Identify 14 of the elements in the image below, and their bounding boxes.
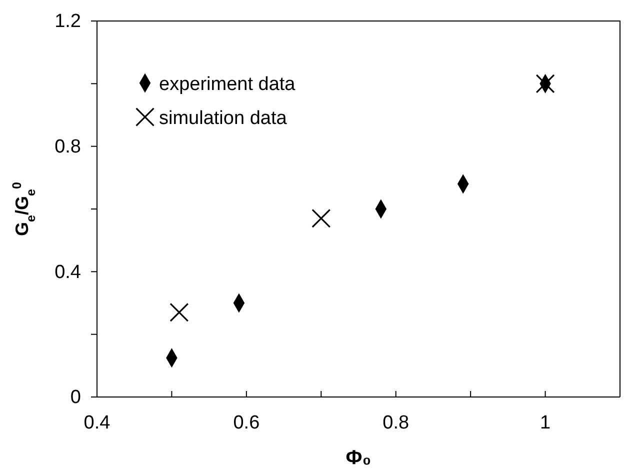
point xyxy=(536,74,555,94)
legend-label: experiment data xyxy=(159,74,296,95)
point xyxy=(312,208,331,228)
y-tick-label: 0.4 xyxy=(54,262,82,283)
legend-label: simulation data xyxy=(159,108,288,129)
x-tick-label: 0.8 xyxy=(382,412,410,434)
y-tick-label: 0.8 xyxy=(54,136,81,158)
x-axis-title: Φ₀ xyxy=(346,447,372,469)
x-tick-label: 0.4 xyxy=(84,412,111,434)
y-tick-label: 1.2 xyxy=(54,11,81,32)
x-tick-label: 0.6 xyxy=(233,412,260,434)
point xyxy=(170,302,189,322)
x-tick-label: 1 xyxy=(540,412,551,434)
y-tick-label: 0 xyxy=(70,387,81,408)
